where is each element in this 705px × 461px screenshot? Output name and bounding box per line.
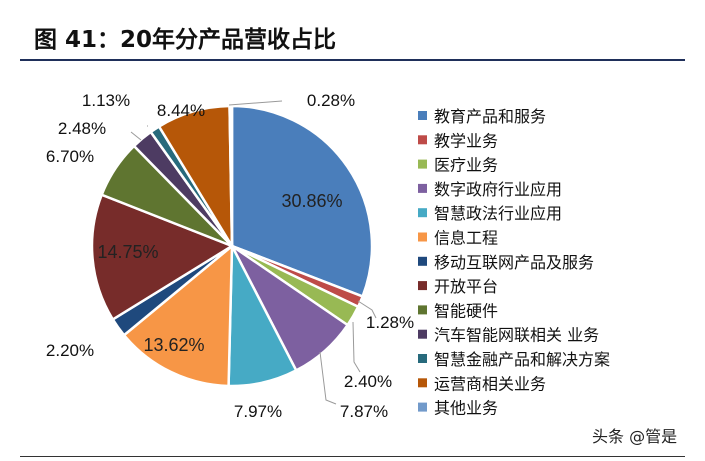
legend-swatch-2 [418, 135, 427, 145]
slice-label-11: 1.13% [82, 91, 130, 110]
slice-label-2: 1.28% [366, 313, 414, 332]
slice-label-4: 7.87% [340, 402, 388, 421]
leader-line-4 [319, 351, 337, 405]
legend-swatch-1 [418, 111, 427, 120]
legend-label-7: 移动互联网产品及服务 [434, 253, 594, 272]
legend-label-13: 其他业务 [434, 399, 498, 418]
slice-label-9: 6.70% [46, 147, 94, 166]
slice-label-1: 30.86% [281, 191, 342, 211]
leader-line-2 [357, 300, 377, 319]
pie-slice-1 [230, 104, 374, 299]
legend-swatch-8 [418, 281, 427, 291]
legend-swatch-10 [418, 329, 427, 339]
watermark: 头条 @管是 [592, 427, 678, 446]
legend-label-11: 智慧金融产品和解决方案 [434, 350, 610, 369]
legend-label-6: 信息工程 [434, 229, 498, 248]
slice-label-5: 7.97% [234, 402, 282, 421]
slice-label-10: 2.48% [58, 119, 106, 138]
legend-swatch-6 [418, 232, 427, 242]
legend-label-4: 数字政府行业应用 [434, 180, 562, 199]
pie-slice-8 [90, 193, 235, 322]
pie-slices [90, 104, 374, 388]
legend-label-12: 运营商相关业务 [434, 374, 546, 393]
legend-label-1: 教育产品和服务 [434, 107, 546, 126]
figure-title: 图 41：20年分产品营收占比 [34, 27, 337, 53]
legend-swatch-3 [418, 159, 427, 169]
legend-swatch-4 [418, 183, 427, 193]
legend-label-5: 智慧政法行业应用 [434, 204, 562, 223]
legend-swatch-11 [418, 354, 427, 363]
slice-label-3: 2.40% [344, 372, 392, 391]
leader-line-3 [352, 321, 361, 373]
slice-labels: 30.86% 1.28% 2.40% 7.87% 7.97% 13.62% 2.20% 14.… [46, 91, 414, 421]
legend-swatch-13 [418, 402, 427, 412]
legend-label-10: 汽车智能网联相关 业务 [434, 326, 599, 345]
title-divider [20, 59, 685, 61]
legend-swatch-12 [418, 378, 427, 388]
legend-swatch-7 [418, 256, 427, 266]
slice-label-13: 0.28% [307, 91, 355, 110]
leader-lines [130, 100, 377, 405]
legend: 教育产品和服务教学业务医疗业务数字政府行业应用智慧政法行业应用信息工程移动互联网… [418, 107, 610, 418]
legend-label-9: 智能硬件 [434, 301, 498, 320]
pie-slice-13 [228, 104, 234, 247]
bottom-divider [20, 456, 685, 457]
slice-label-7: 2.20% [46, 341, 94, 360]
slice-label-12: 8.44% [157, 101, 205, 120]
legend-swatch-9 [418, 305, 427, 315]
legend-swatch-5 [418, 208, 427, 218]
slice-label-6: 13.62% [143, 335, 204, 355]
leader-line-10 [130, 131, 142, 141]
legend-label-3: 医疗业务 [434, 156, 498, 175]
pie-slice-6 [122, 243, 234, 388]
leader-line-13 [228, 100, 283, 106]
legend-label-2: 教学业务 [434, 131, 498, 150]
slice-label-8: 14.75% [97, 242, 158, 262]
legend-label-8: 开放平台 [434, 277, 498, 296]
